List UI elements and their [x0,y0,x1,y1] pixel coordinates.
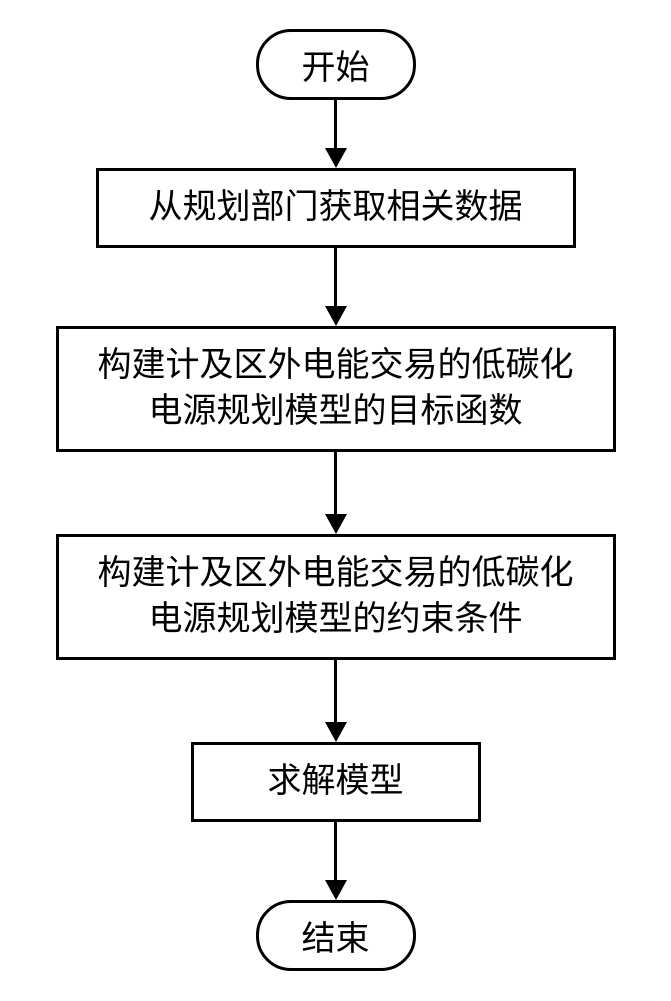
arrow-head-icon [325,148,347,168]
end-node: 结束 [256,900,416,971]
arrow-2 [325,248,347,326]
arrow-1 [325,100,347,168]
start-node: 开始 [256,29,416,100]
arrow-line [334,452,337,514]
step4-node: 求解模型 [191,742,481,822]
step1-label: 从规划部门获取相关数据 [149,189,523,226]
arrow-4 [325,660,347,742]
step1-node: 从规划部门获取相关数据 [96,168,576,248]
step2-label-line1: 构建计及区外电能交易的低碳化 [79,343,593,389]
arrow-line [334,660,337,722]
step3-label-line2: 电源规划模型的约束条件 [79,597,593,643]
flowchart-container: 开始 从规划部门获取相关数据 构建计及区外电能交易的低碳化 电源规划模型的目标函… [26,0,646,1001]
arrow-head-icon [325,880,347,900]
arrow-line [334,248,337,306]
step2-label-line2: 电源规划模型的目标函数 [79,389,593,435]
step3-node: 构建计及区外电能交易的低碳化 电源规划模型的约束条件 [56,534,616,660]
arrow-head-icon [325,514,347,534]
start-label: 开始 [302,50,370,87]
arrow-5 [325,822,347,900]
arrow-head-icon [325,722,347,742]
end-label: 结束 [302,921,370,958]
arrow-line [334,100,337,148]
arrow-3 [325,452,347,534]
step2-node: 构建计及区外电能交易的低碳化 电源规划模型的目标函数 [56,326,616,452]
arrow-line [334,822,337,880]
step3-label-line1: 构建计及区外电能交易的低碳化 [79,551,593,597]
arrow-head-icon [325,306,347,326]
step4-label: 求解模型 [268,763,404,800]
